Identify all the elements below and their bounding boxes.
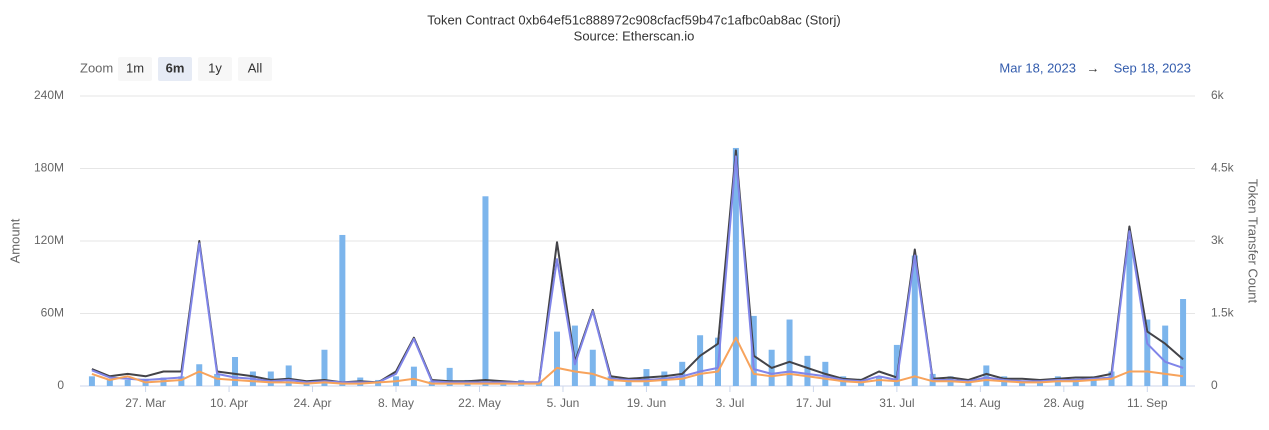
bar [178,376,185,386]
bar [482,196,489,386]
chart-title: Token Contract 0xb64ef51c888972c908cfacf… [427,12,840,27]
zoom-button[interactable] [198,57,232,81]
line [91,336,1184,385]
bar [786,319,793,386]
range-from[interactable]: Mar 18, 2023 [999,60,1076,75]
bar [1072,378,1079,386]
bar [1126,241,1133,386]
line [91,155,1184,384]
y2-axis-title: Token Transfer Count [1246,179,1261,304]
bar [589,349,596,386]
bar [804,355,811,386]
bar [196,364,203,386]
bar [1090,376,1097,386]
zoom-button[interactable] [158,57,192,81]
x-tick-label: 19. Jun [627,396,666,410]
x-tick-label: 28. Aug [1043,396,1084,410]
zoom-button-label[interactable]: All [248,60,263,75]
bar [106,378,113,386]
bar [285,365,292,386]
bar [554,331,561,386]
bar [607,376,614,386]
bar [1180,299,1187,386]
bar [1144,319,1151,386]
bar [267,371,274,386]
zoom-buttons: 1m 6m 1y All [118,57,272,81]
x-tick-label: 14. Aug [960,396,1001,410]
y2-tick-label: 0 [1211,378,1218,392]
bar [339,234,346,386]
y-tick-label: 60M [41,306,64,320]
bar [625,379,632,386]
bar [983,365,990,386]
bar [88,376,95,386]
x-tick-label: 8. May [378,396,414,410]
zoom-button[interactable] [118,57,152,81]
line [91,149,1184,384]
x-tick-label: 27. Mar [125,396,166,410]
bar [1019,381,1026,386]
y-tick-label: 180M [34,161,64,175]
x-tick-label: 24. Apr [294,396,332,410]
range-to[interactable]: Sep 18, 2023 [1114,60,1191,75]
bar [321,349,328,386]
bar [697,335,704,386]
bar [446,367,453,386]
bar [214,373,221,386]
bar [732,147,739,386]
bar [893,344,900,386]
range-arrow: → [1087,60,1100,75]
y2-tick-label: 4.5k [1211,161,1235,175]
y-tick-label: 0 [57,378,64,392]
zoom-button[interactable] [238,57,272,81]
x-tick-label: 3. Jul [716,396,745,410]
y2-tick-label: 3k [1211,233,1225,247]
chart-subtitle: Source: Etherscan.io [574,28,695,43]
x-tick-label: 31. Jul [879,396,914,410]
zoom-button-label[interactable]: 6m [166,60,185,75]
bar [410,366,417,386]
y2-tick-label: 6k [1211,88,1225,102]
x-tick-label: 5. Jun [547,396,580,410]
bar [1162,325,1169,386]
bar [232,357,239,386]
zoom-button-label[interactable]: 1y [208,60,222,75]
zoom-label: Zoom [80,60,113,75]
y-axis-title: Amount [7,218,22,263]
y-tick-label: 120M [34,233,64,247]
x-tick-label: 22. May [458,396,501,410]
bar [875,376,882,386]
x-tick-label: 17. Jul [796,396,831,410]
bar [911,255,918,386]
zoom-button-label[interactable]: 1m [126,60,144,75]
x-tick-label: 11. Sep [1127,396,1168,410]
x-tick-label: 10. Apr [210,396,248,410]
y2-tick-label: 1.5k [1211,306,1235,320]
bar [124,379,131,386]
y-tick-label: 240M [34,88,64,102]
